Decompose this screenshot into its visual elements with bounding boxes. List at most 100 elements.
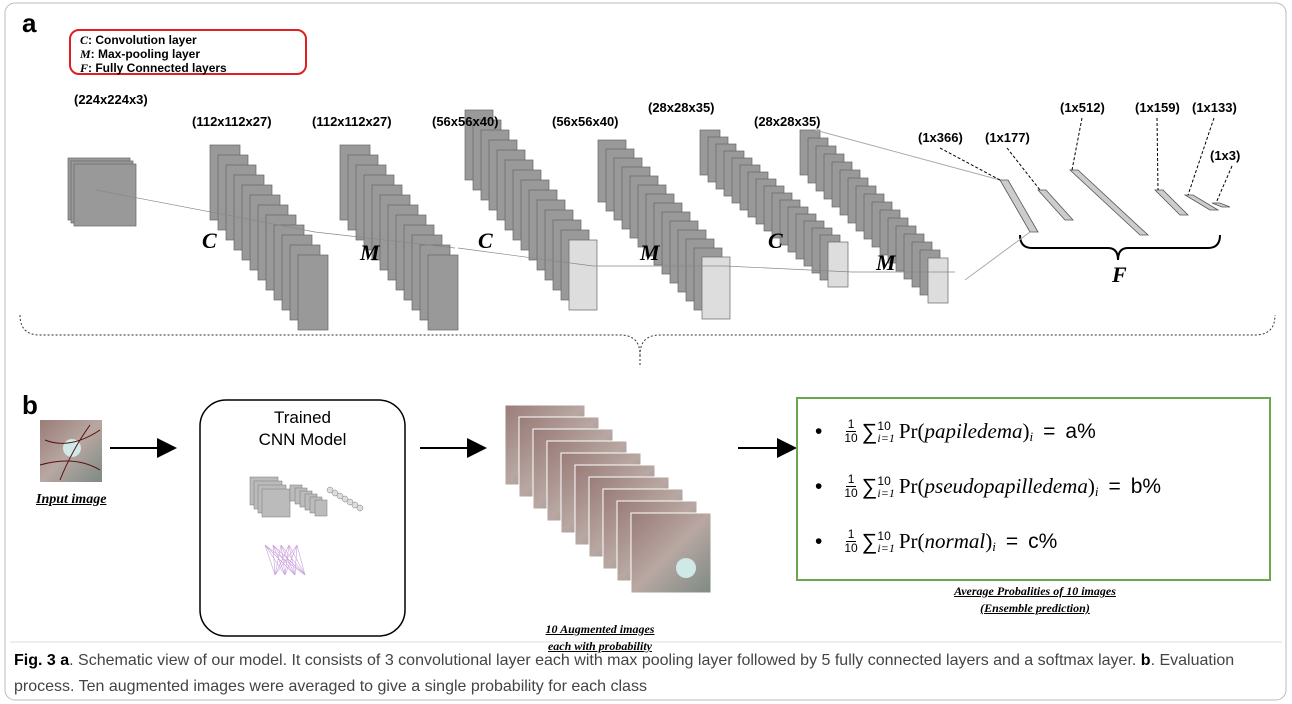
legend-text: : Max-pooling layer: [91, 47, 200, 61]
lower: i=1: [877, 432, 894, 444]
fc-layer: [1038, 190, 1073, 220]
optic-disc: [676, 558, 696, 578]
fc-size: (1x159): [1135, 100, 1180, 115]
fc-size: (1x133): [1192, 100, 1237, 115]
equals: =: [1108, 475, 1120, 499]
panel-label: b: [22, 390, 38, 421]
denominator: 10: [844, 487, 857, 500]
value: b%: [1131, 475, 1161, 499]
result-row: •110∑10i=1Pr(papiledema)i=a%: [815, 418, 1096, 445]
close: ): [985, 529, 992, 554]
bullet: •: [815, 420, 822, 444]
legend-text: : Fully Connected layers: [88, 61, 227, 75]
numerator: 1: [846, 473, 857, 487]
layer-size: (28x28x35): [648, 100, 715, 115]
close: ): [1088, 474, 1095, 499]
aug-image: [631, 513, 711, 593]
layer-stacks: [68, 110, 955, 330]
panel-label: a: [22, 8, 36, 39]
feature-map: [74, 164, 136, 226]
operation: C: [202, 228, 217, 254]
augmented-stack: [505, 405, 711, 593]
legend-symbol: C: [80, 33, 88, 47]
lower: i=1: [877, 487, 894, 499]
layer-size: (112x112x27): [192, 114, 272, 129]
upper: 10: [877, 475, 894, 487]
caption-fig: Fig. 3: [14, 652, 56, 669]
lower: i=1: [877, 542, 894, 554]
mini-edge: [297, 545, 305, 575]
legend-item: C: Convolution layer: [80, 33, 197, 48]
layer-size: (56x56x40): [432, 114, 499, 129]
feature-map: [928, 258, 948, 303]
fc-size: (1x3): [1210, 148, 1240, 163]
bullet: •: [815, 530, 822, 554]
numerator: 1: [846, 418, 857, 432]
mini-node: [357, 505, 363, 511]
upper: 10: [877, 530, 894, 542]
fc-layer: [1070, 170, 1148, 235]
aug-caption: 10 Augmented images: [500, 622, 700, 637]
operation: C: [478, 228, 493, 254]
upper: 10: [877, 420, 894, 432]
fc-pointer: [1007, 148, 1040, 190]
caption-b: b: [1141, 652, 1151, 669]
fc-pointer: [940, 148, 1000, 180]
layer-size: (224x224x3): [74, 92, 148, 107]
class: papiledema: [925, 419, 1023, 444]
fc-layer: [1155, 190, 1188, 215]
equals: =: [1043, 420, 1055, 444]
class: normal: [925, 529, 986, 554]
layer-size: (28x28x35): [754, 114, 821, 129]
operation: M: [640, 240, 660, 266]
denominator: 10: [844, 542, 857, 555]
mini-map: [262, 489, 290, 517]
numerator: 1: [846, 528, 857, 542]
model-title: CNN Model: [200, 430, 405, 450]
fraction: 110: [844, 473, 857, 500]
func: Pr(: [899, 529, 925, 554]
mini-cnn: [250, 477, 363, 575]
func: Pr(: [899, 419, 925, 444]
model-title: Trained: [200, 408, 405, 428]
fc-size: (1x512): [1060, 100, 1105, 115]
page: a C: Convolution layerM: Max-pooling lay…: [0, 0, 1292, 704]
results-caption: (Ensemble prediction): [900, 601, 1170, 616]
legend-symbol: M: [80, 47, 91, 61]
brace: [20, 315, 1275, 355]
feature-map: [828, 242, 848, 287]
feature-map: [428, 255, 458, 330]
bullet: •: [815, 475, 822, 499]
legend-text: : Convolution layer: [88, 33, 197, 47]
equals: =: [1006, 530, 1018, 554]
caption-a: a: [60, 652, 69, 669]
sum: ∑: [862, 474, 878, 500]
layer-size: (112x112x27): [312, 114, 392, 129]
legend-item: F: Fully Connected layers: [80, 61, 227, 76]
input-caption: Input image: [36, 492, 106, 508]
fc-layer: [1212, 203, 1230, 207]
fc-label: F: [1112, 262, 1127, 288]
results-caption: Average Probalities of 10 images: [900, 584, 1170, 599]
layer-size: (56x56x40): [552, 114, 619, 129]
operation: C: [768, 228, 783, 254]
fc-pointer: [1072, 118, 1082, 170]
figure-caption: Fig. 3 a. Schematic view of our model. I…: [14, 648, 1274, 700]
feature-map: [569, 240, 597, 310]
value: a%: [1065, 420, 1095, 444]
fc-layer: [1185, 195, 1218, 210]
legend-symbol: F: [80, 61, 88, 75]
index: i: [1030, 429, 1034, 445]
fc-size: (1x366): [918, 130, 963, 145]
fc-brace: [1020, 235, 1220, 260]
close: ): [1023, 419, 1030, 444]
func: Pr(: [899, 474, 925, 499]
mini-map: [315, 500, 327, 516]
sum: ∑: [862, 419, 878, 445]
fc-pointer: [1157, 118, 1158, 190]
index: i: [1095, 484, 1099, 500]
mini-edge: [265, 545, 305, 575]
